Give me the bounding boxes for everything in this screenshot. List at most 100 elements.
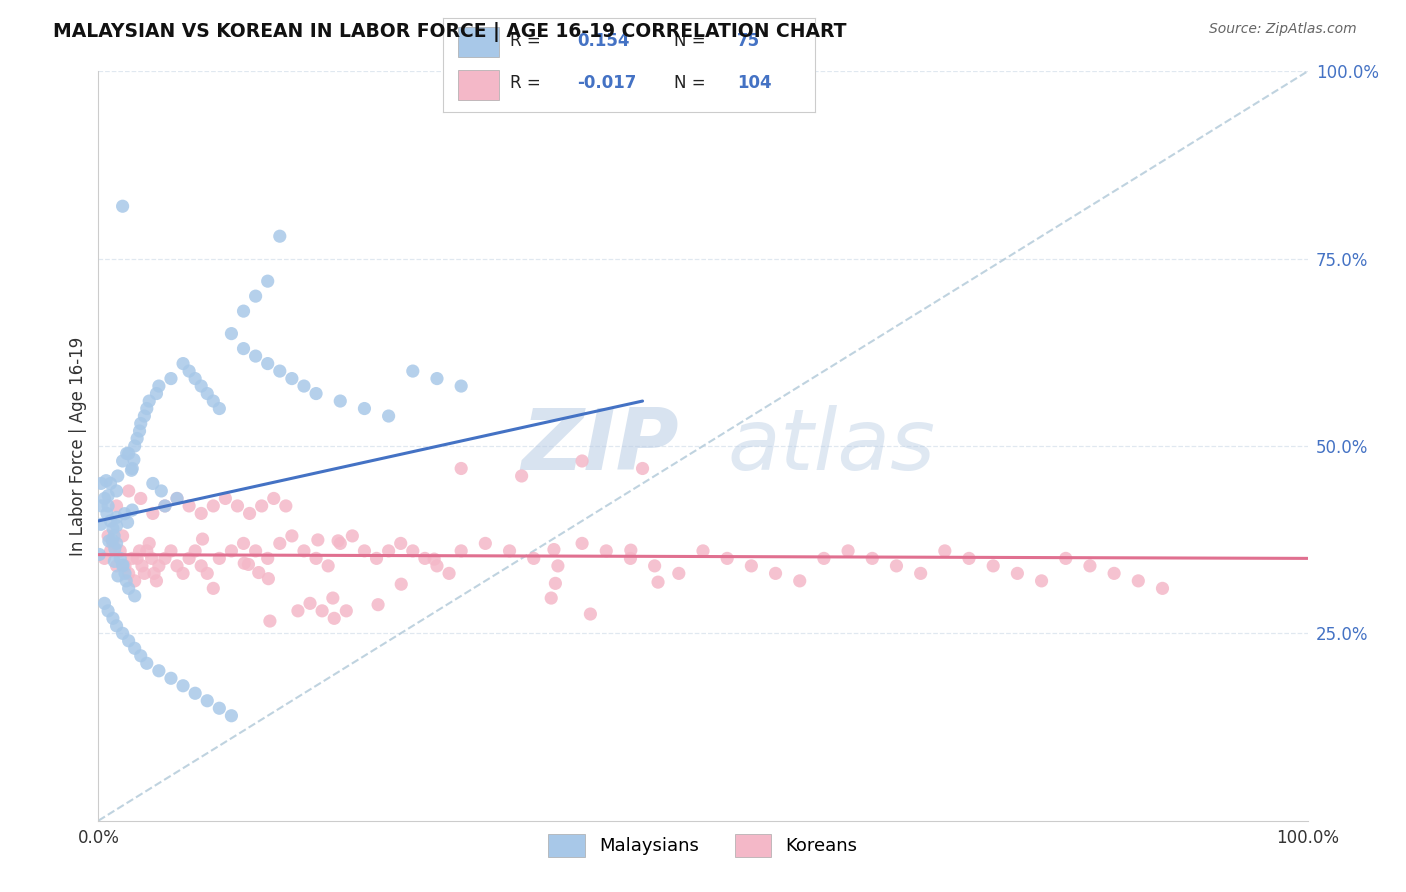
Point: [1128, 574, 1150, 588]
Point: [179, 499, 201, 513]
Point: [138, 536, 160, 550]
Point: [353, 401, 375, 416]
Point: [160, 371, 183, 385]
Point: [143, 566, 166, 581]
Point: [644, 558, 666, 573]
Point: [166, 491, 188, 506]
Point: [837, 544, 859, 558]
Point: [89, 548, 111, 562]
Point: [134, 566, 156, 581]
Point: [153, 551, 176, 566]
Point: [190, 507, 212, 521]
Point: [166, 558, 188, 573]
Point: [127, 432, 149, 446]
Point: [118, 483, 141, 498]
Point: [1102, 566, 1125, 581]
Point: [1078, 558, 1101, 573]
Point: [335, 604, 357, 618]
Point: [716, 551, 738, 566]
Point: [571, 454, 593, 468]
Point: [135, 544, 157, 558]
Point: [124, 641, 146, 656]
Point: [97, 534, 120, 549]
Point: [105, 536, 128, 550]
Point: [245, 544, 267, 558]
Point: [402, 544, 425, 558]
Text: 75: 75: [737, 32, 761, 50]
Point: [195, 566, 218, 581]
Point: [269, 536, 291, 550]
Point: [129, 417, 152, 431]
Text: N =: N =: [673, 32, 711, 50]
Point: [120, 463, 142, 477]
Point: [523, 551, 546, 566]
Point: [121, 503, 143, 517]
Point: [377, 544, 399, 558]
Point: [118, 582, 141, 596]
Point: [128, 424, 150, 438]
Point: [135, 657, 157, 671]
Point: [789, 574, 811, 588]
Point: [115, 574, 138, 588]
Point: [281, 529, 304, 543]
Point: [93, 551, 115, 566]
Text: N =: N =: [673, 74, 711, 93]
Point: [129, 648, 152, 663]
Point: [245, 289, 267, 303]
Point: [367, 598, 389, 612]
Point: [111, 558, 134, 573]
Point: [172, 566, 194, 581]
Text: MALAYSIAN VS KOREAN IN LABOR FORCE | AGE 16-19 CORRELATION CHART: MALAYSIAN VS KOREAN IN LABOR FORCE | AGE…: [53, 22, 846, 42]
Point: [232, 304, 254, 318]
Y-axis label: In Labor Force | Age 16-19: In Labor Force | Age 16-19: [69, 336, 87, 556]
Point: [121, 551, 143, 566]
Point: [426, 558, 449, 573]
Point: [860, 551, 883, 566]
Point: [474, 536, 496, 550]
Point: [105, 483, 128, 498]
Point: [117, 516, 139, 530]
Point: [305, 551, 328, 566]
Point: [93, 491, 115, 506]
Point: [423, 552, 446, 566]
Point: [202, 582, 225, 596]
Point: [142, 476, 165, 491]
Point: [579, 607, 602, 621]
Point: [311, 604, 333, 618]
Point: [115, 446, 138, 460]
Point: [221, 544, 243, 558]
Point: [595, 544, 617, 558]
Point: [153, 499, 176, 513]
Point: [145, 386, 167, 401]
Point: [450, 379, 472, 393]
Point: [232, 536, 254, 550]
Point: [510, 469, 533, 483]
Point: [184, 686, 207, 700]
Point: [450, 461, 472, 475]
Point: [239, 507, 262, 521]
Point: [269, 229, 291, 244]
Point: [179, 551, 201, 566]
Point: [100, 476, 122, 491]
Point: [96, 507, 118, 521]
Point: [413, 551, 436, 566]
Point: [134, 409, 156, 423]
Bar: [458, 28, 499, 57]
Point: [543, 542, 565, 557]
Point: [247, 566, 270, 580]
Point: [129, 491, 152, 506]
Point: [184, 371, 207, 385]
Point: [124, 574, 146, 588]
Point: [307, 533, 329, 547]
Text: R =: R =: [510, 32, 546, 50]
Point: [141, 551, 163, 566]
Point: [103, 554, 125, 568]
Point: [105, 499, 128, 513]
Point: [620, 543, 643, 558]
Point: [353, 544, 375, 558]
Point: [1031, 574, 1053, 588]
Point: [138, 394, 160, 409]
Point: [238, 558, 260, 572]
Point: [981, 558, 1004, 573]
Point: [257, 572, 280, 586]
